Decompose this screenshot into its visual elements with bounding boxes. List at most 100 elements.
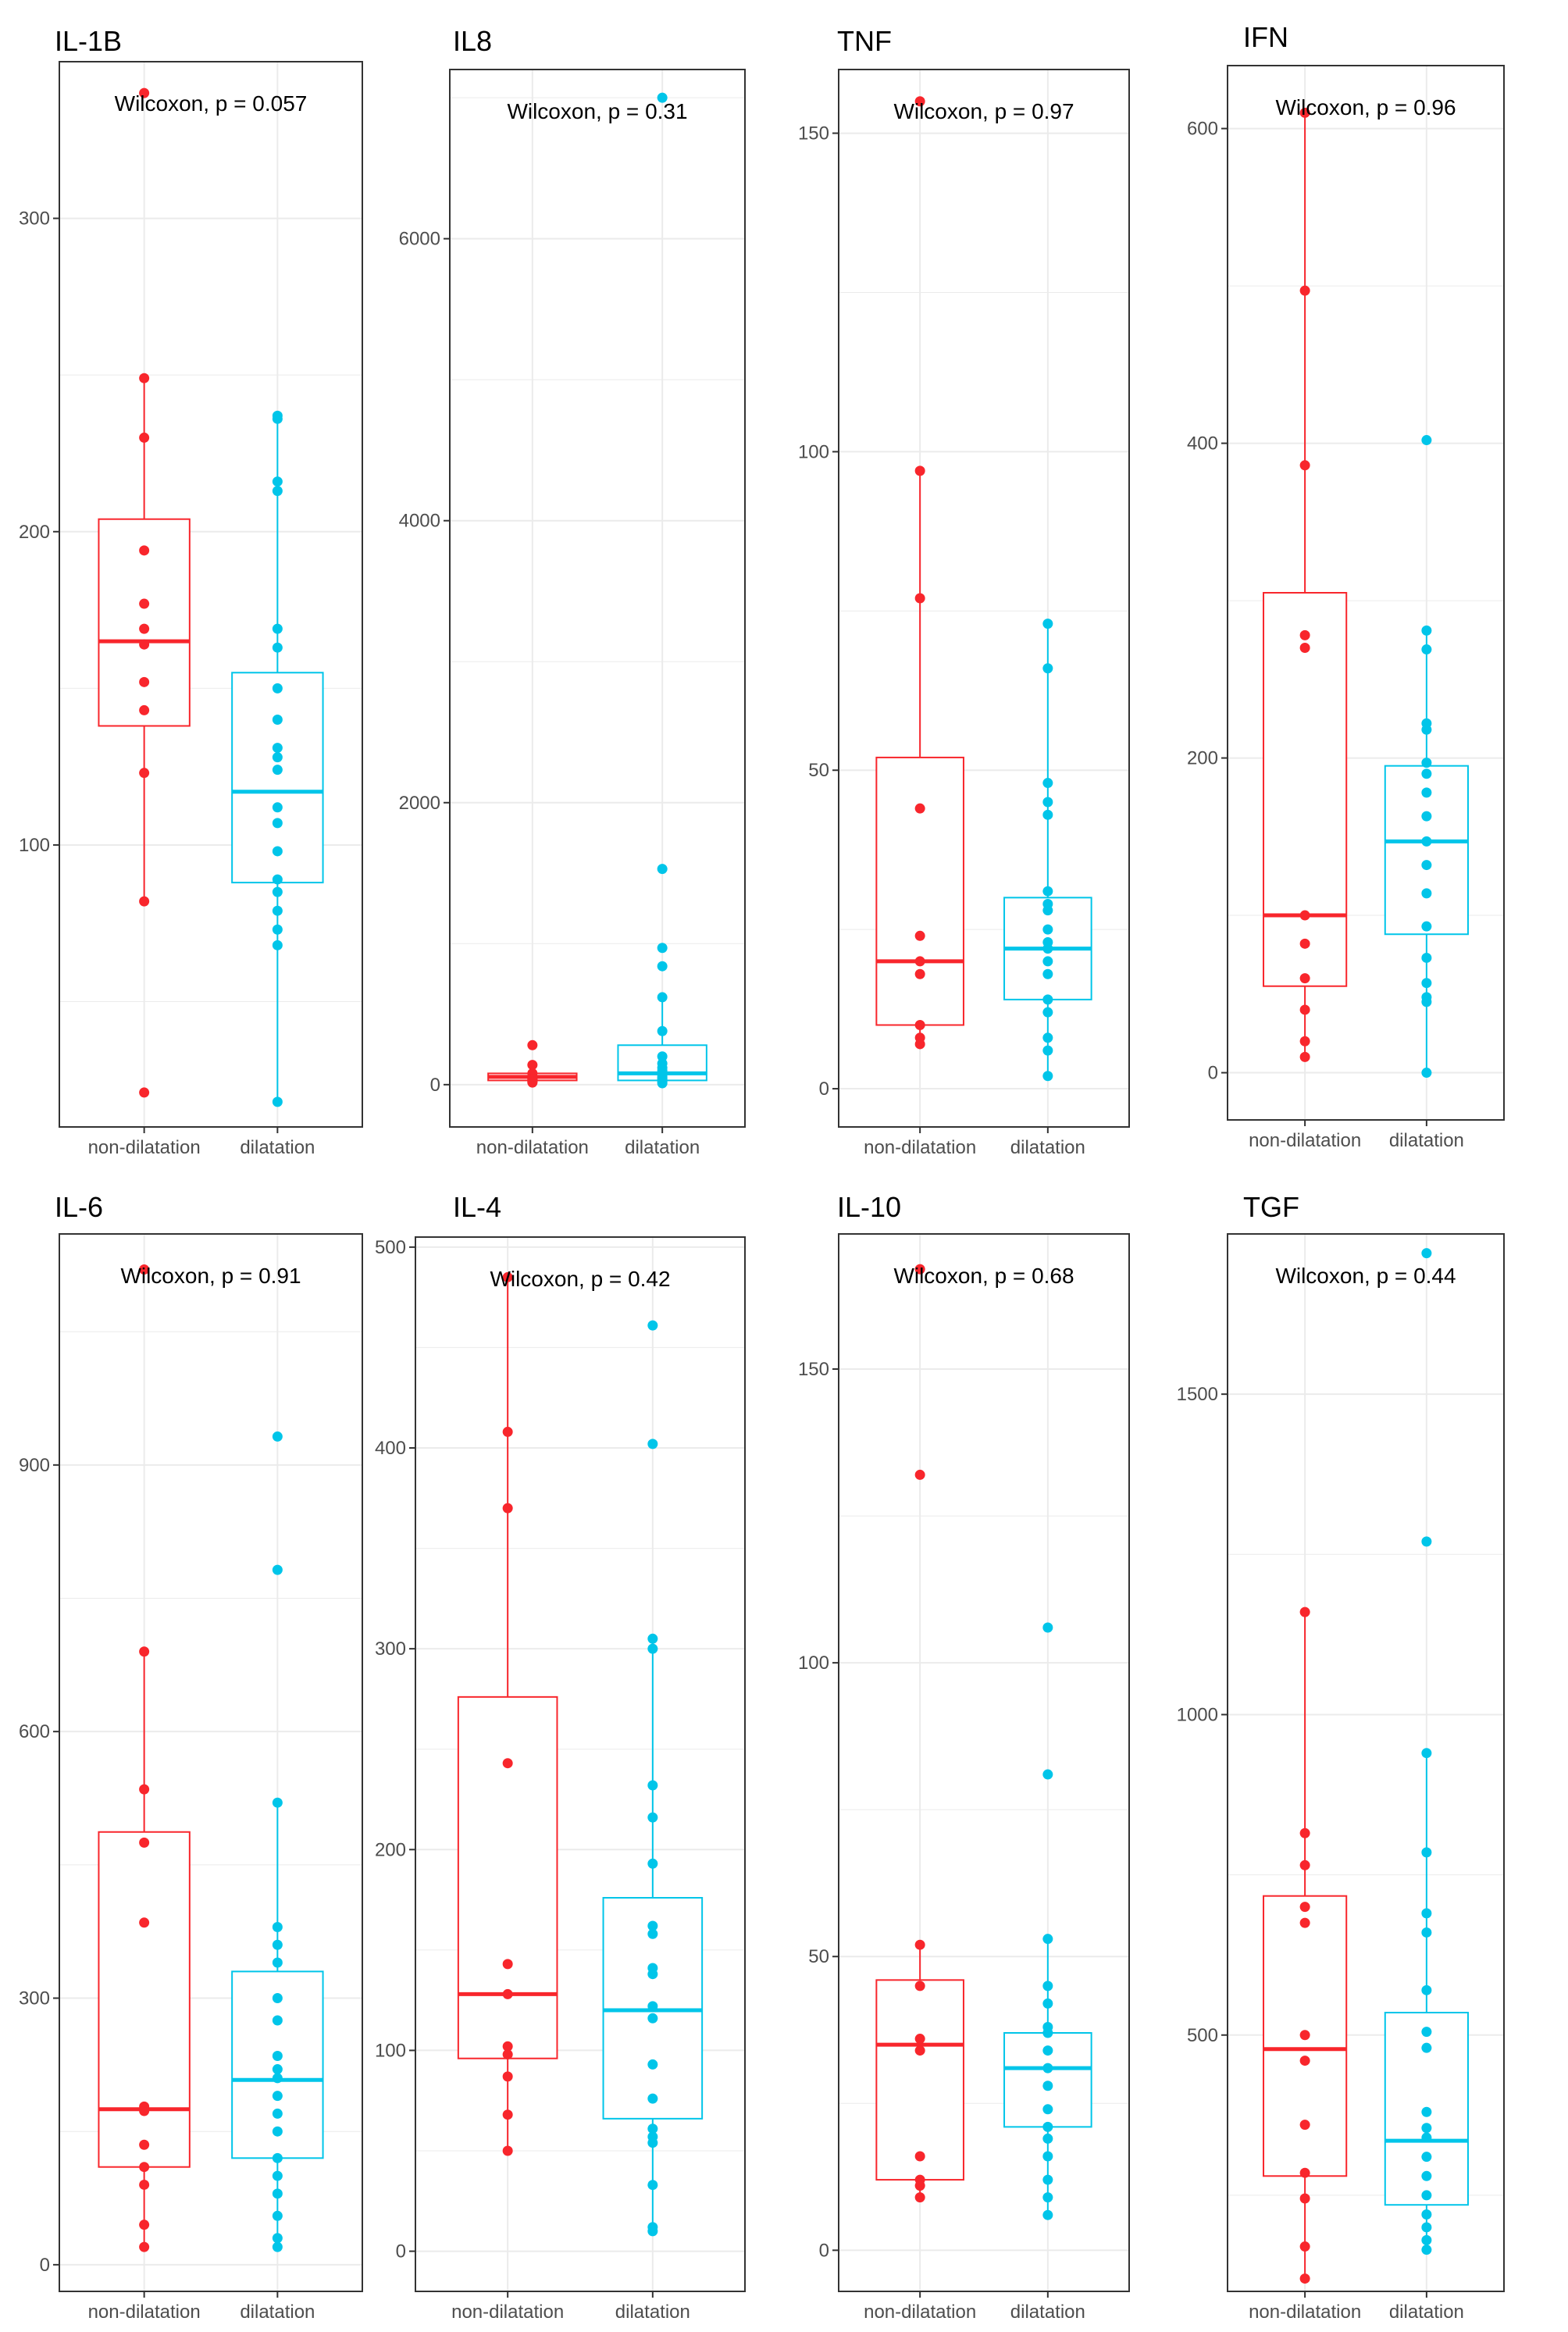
data-point — [139, 545, 150, 556]
data-point — [1299, 285, 1310, 296]
panel-title-il-10: IL-10 — [837, 1191, 901, 1223]
points-dilatation — [272, 410, 283, 1107]
data-point — [502, 2041, 513, 2052]
data-point — [914, 1469, 925, 1480]
data-point — [139, 676, 150, 687]
data-point — [914, 593, 925, 604]
data-point — [1421, 2170, 1432, 2181]
data-point — [139, 87, 150, 98]
data-point — [139, 1264, 150, 1275]
test-label-il8: Wilcoxon, p = 0.31 — [507, 99, 687, 123]
data-point — [1421, 1927, 1432, 1938]
data-point — [647, 2138, 658, 2148]
data-point — [139, 1087, 150, 1098]
y-tick-label: 2000 — [399, 793, 440, 814]
data-point — [139, 373, 150, 383]
test-label-il-4: Wilcoxon, p = 0.42 — [490, 1267, 670, 1291]
data-point — [1042, 956, 1053, 967]
data-point — [1042, 2027, 1053, 2038]
data-point — [1421, 978, 1432, 989]
y-tick-label: 0 — [819, 2240, 829, 2261]
y-tick-label: 1500 — [1177, 1384, 1218, 1405]
box-iqr — [457, 1696, 558, 2059]
data-point — [1042, 2151, 1053, 2162]
y-tick-label: 300 — [375, 1638, 406, 1660]
data-point — [657, 1025, 668, 1036]
data-point — [1421, 2234, 1432, 2245]
data-point — [1421, 1068, 1432, 1079]
data-point — [502, 1426, 513, 1437]
y-tick-label: 50 — [808, 760, 829, 781]
panel-border-ifn — [1227, 65, 1505, 1121]
x-tick-label: non-dilatation — [1249, 1130, 1361, 1151]
data-point — [1299, 1004, 1310, 1015]
data-point — [272, 818, 283, 829]
y-tick-label: 0 — [819, 1079, 829, 1100]
data-point — [1421, 952, 1432, 963]
data-point — [527, 1060, 538, 1071]
y-tick-label: 0 — [40, 2255, 50, 2276]
data-point — [914, 1039, 925, 1050]
data-point — [1421, 2106, 1432, 2117]
data-point — [914, 2045, 925, 2056]
data-point — [272, 2188, 283, 2199]
data-point — [1042, 1032, 1053, 1043]
data-point — [1042, 2133, 1053, 2144]
x-tick-label: non-dilatation — [864, 1137, 976, 1158]
data-point — [139, 896, 150, 907]
y-tick-label: 600 — [1187, 119, 1218, 140]
data-point — [139, 2106, 150, 2116]
data-point — [1421, 2123, 1432, 2134]
x-tick-label: non-dilatation — [88, 2302, 201, 2323]
data-point — [502, 1503, 513, 1514]
data-point — [272, 802, 283, 813]
data-point — [139, 2220, 150, 2230]
data-point — [502, 2049, 513, 2060]
data-point — [1042, 2174, 1053, 2185]
data-point — [1299, 2273, 1310, 2284]
data-point — [647, 2001, 658, 2012]
data-point — [139, 598, 150, 609]
test-label-il-6: Wilcoxon, p = 0.91 — [120, 1264, 301, 1288]
data-point — [272, 2152, 283, 2163]
data-point — [1421, 2132, 1432, 2143]
data-point — [647, 1780, 658, 1791]
data-point — [272, 924, 283, 935]
data-point — [1299, 2167, 1310, 2178]
data-point — [1042, 1007, 1053, 1018]
data-point — [272, 752, 283, 763]
data-point — [914, 2151, 925, 2162]
data-point — [139, 2179, 150, 2190]
panel-il-6: IL-6 0 300 600 900 non-dilatation dilatation Wi… — [19, 1191, 363, 2323]
y-tick-label: 4000 — [399, 511, 440, 532]
panel-tgf: TGF 500 1000 1500 non-dilatation dilatation Wi… — [1177, 1191, 1505, 2323]
points-non-dilatation — [139, 1264, 150, 2252]
panel-border-il8 — [449, 69, 746, 1128]
data-point — [657, 1078, 668, 1089]
data-point — [1421, 758, 1432, 768]
data-point — [1042, 924, 1053, 935]
points-non-dilatation — [527, 1039, 538, 1088]
data-point — [1421, 860, 1432, 871]
data-point — [914, 2180, 925, 2191]
data-point — [1042, 2192, 1053, 2203]
data-point — [272, 476, 283, 487]
test-label-ifn: Wilcoxon, p = 0.96 — [1275, 95, 1456, 119]
data-point — [1421, 2042, 1432, 2053]
y-tick-label: 200 — [1187, 748, 1218, 769]
data-point — [647, 1858, 658, 1869]
data-point — [914, 1264, 925, 1275]
data-point — [1042, 1998, 1053, 2009]
data-point — [1299, 1827, 1310, 1838]
y-tick-label: 0 — [430, 1075, 440, 1096]
data-point — [272, 2210, 283, 2221]
data-point — [1299, 107, 1310, 118]
data-point — [272, 413, 283, 424]
data-point — [914, 956, 925, 967]
data-point — [1299, 460, 1310, 471]
data-point — [914, 96, 925, 107]
data-point — [1042, 2063, 1053, 2073]
y-tick-label: 600 — [19, 1721, 50, 1742]
data-point — [272, 486, 283, 497]
data-point — [647, 1969, 658, 1980]
